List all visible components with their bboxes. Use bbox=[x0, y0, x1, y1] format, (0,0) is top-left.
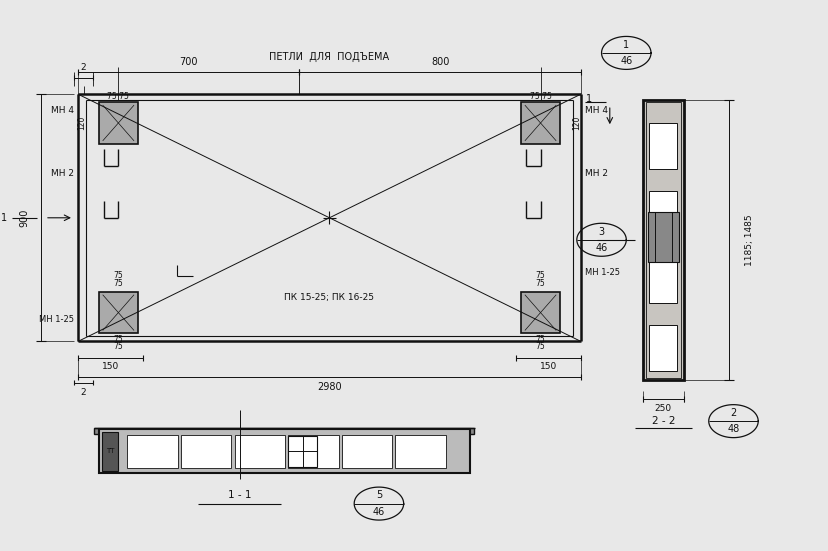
Bar bbox=[94, 428, 473, 434]
Text: МН 1-25: МН 1-25 bbox=[39, 315, 74, 324]
Text: МН 2: МН 2 bbox=[585, 169, 607, 179]
Text: 75: 75 bbox=[113, 343, 123, 352]
Text: 46: 46 bbox=[619, 56, 632, 66]
Text: 2980: 2980 bbox=[317, 382, 341, 392]
Text: МН 4: МН 4 bbox=[51, 106, 74, 115]
Text: 46: 46 bbox=[373, 507, 384, 517]
Bar bbox=[99, 429, 469, 473]
Text: 75: 75 bbox=[113, 336, 123, 344]
Bar bbox=[341, 435, 392, 468]
Text: 2: 2 bbox=[80, 388, 86, 397]
Text: 75 75: 75 75 bbox=[108, 93, 129, 101]
Bar bbox=[234, 435, 285, 468]
Bar bbox=[99, 102, 138, 144]
Text: МН 1-25: МН 1-25 bbox=[585, 268, 619, 277]
Bar bbox=[520, 102, 560, 144]
Bar bbox=[128, 435, 177, 468]
Text: 150: 150 bbox=[539, 361, 556, 371]
Bar bbox=[648, 326, 676, 371]
Text: 1185; 1485: 1185; 1485 bbox=[744, 214, 753, 266]
Text: 75 75: 75 75 bbox=[529, 93, 551, 101]
Text: ПЕТЛИ  ДЛЯ  ПОДЪЕМА: ПЕТЛИ ДЛЯ ПОДЪЕМА bbox=[269, 52, 389, 62]
Text: 5: 5 bbox=[375, 490, 382, 500]
Bar bbox=[648, 258, 676, 303]
Bar bbox=[287, 436, 317, 467]
Text: 120: 120 bbox=[78, 116, 86, 130]
Bar bbox=[395, 435, 445, 468]
Bar bbox=[647, 212, 678, 262]
Bar bbox=[648, 191, 676, 236]
Text: 1: 1 bbox=[585, 94, 591, 104]
Text: 2 - 2: 2 - 2 bbox=[651, 416, 674, 426]
Text: 120: 120 bbox=[571, 116, 580, 130]
Text: 3: 3 bbox=[598, 226, 604, 236]
Text: ТТ: ТТ bbox=[106, 449, 114, 455]
Bar bbox=[642, 100, 683, 380]
Text: 800: 800 bbox=[431, 57, 449, 67]
Text: 250: 250 bbox=[654, 404, 672, 413]
Text: 75: 75 bbox=[535, 279, 545, 288]
Text: МН 2: МН 2 bbox=[51, 169, 74, 179]
Bar bbox=[181, 435, 231, 468]
Text: 75: 75 bbox=[535, 336, 545, 344]
Text: 75: 75 bbox=[113, 271, 123, 280]
Text: 75: 75 bbox=[535, 343, 545, 352]
Text: ПК 15-25; ПК 16-25: ПК 15-25; ПК 16-25 bbox=[284, 293, 374, 302]
Text: 75: 75 bbox=[113, 279, 123, 288]
Bar bbox=[102, 432, 118, 471]
Bar bbox=[99, 292, 138, 333]
Bar bbox=[648, 123, 676, 169]
Text: МН 4: МН 4 bbox=[585, 106, 607, 115]
Bar bbox=[645, 102, 680, 378]
Text: 1: 1 bbox=[1, 213, 7, 223]
Text: 48: 48 bbox=[726, 424, 739, 434]
Text: 700: 700 bbox=[179, 57, 198, 67]
Text: 2: 2 bbox=[729, 408, 736, 418]
Text: 75: 75 bbox=[535, 271, 545, 280]
Text: 150: 150 bbox=[102, 361, 119, 371]
Text: 900: 900 bbox=[19, 209, 29, 227]
Text: 1 - 1: 1 - 1 bbox=[228, 490, 251, 500]
Text: 46: 46 bbox=[595, 243, 607, 253]
Text: 2: 2 bbox=[80, 63, 86, 72]
Bar bbox=[520, 292, 560, 333]
Bar bbox=[288, 435, 338, 468]
Text: 1: 1 bbox=[623, 40, 628, 50]
